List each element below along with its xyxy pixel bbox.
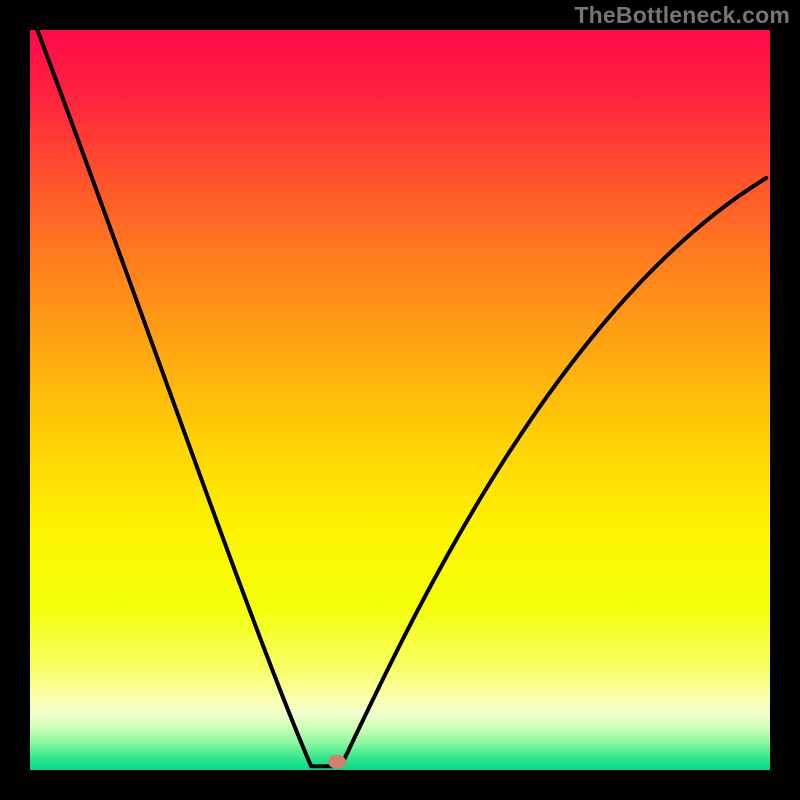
watermark-text: TheBottleneck.com <box>574 2 790 29</box>
outer-frame: TheBottleneck.com <box>0 0 800 800</box>
optimal-point-marker <box>328 755 346 769</box>
chart-background <box>30 30 770 770</box>
chart-plot <box>30 30 770 770</box>
